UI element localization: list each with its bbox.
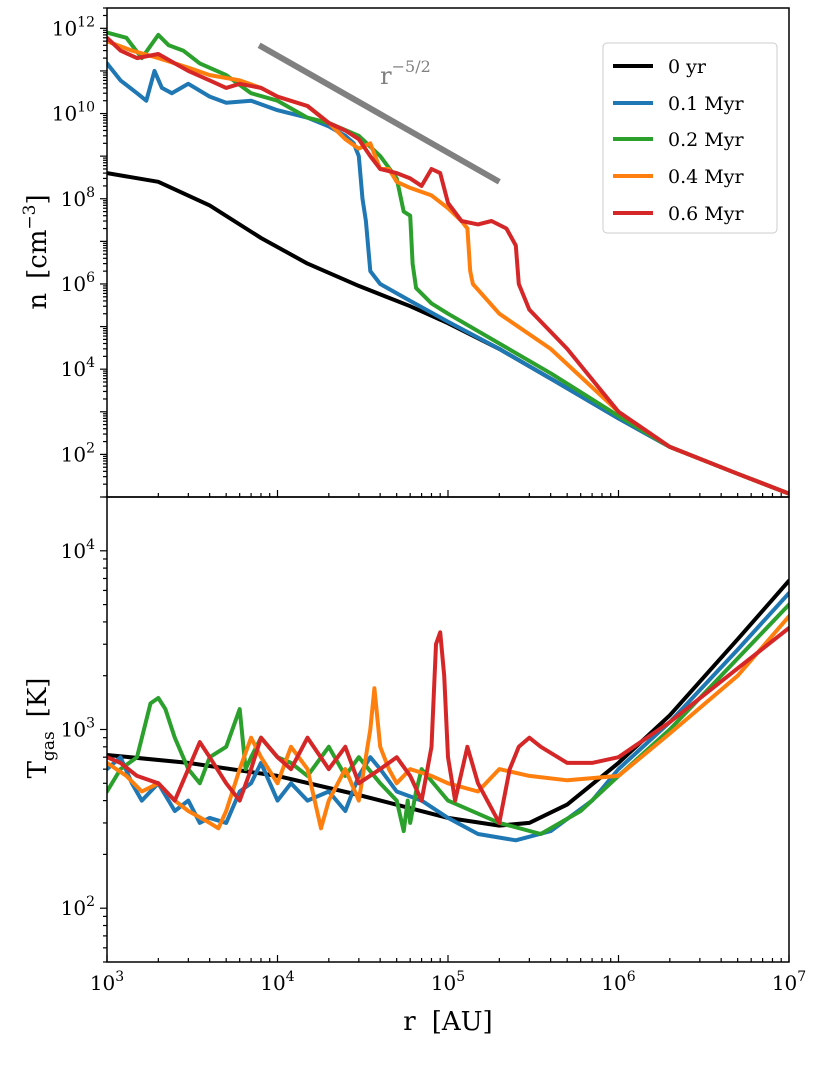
top-series-group — [107, 30, 789, 496]
bottom-series-group — [107, 578, 789, 843]
bottom-y-axis-ticks: 102 103 104 — [61, 496, 107, 963]
legend-entry: 0.6 Myr — [613, 203, 744, 225]
legend-entry: 0.4 Myr — [613, 166, 744, 188]
legend-label-0-4-myr: 0.4 Myr — [668, 166, 744, 188]
legend-label-0-yr: 0 yr — [668, 56, 707, 78]
x-tick-label: 107 — [772, 969, 806, 995]
slope-annotation-label: r−5/2 — [380, 57, 431, 90]
bottom-y-axis-label: Tgas[K] — [23, 678, 59, 779]
x-tick-label: 103 — [90, 969, 124, 995]
legend-label-0-2-myr: 0.2 Myr — [668, 129, 744, 151]
top-series-line-0-1-myr — [107, 61, 789, 496]
bottom-x-axis-ticks: 103 104 105 106 107 — [90, 955, 806, 995]
x-tick-label: 106 — [601, 969, 635, 995]
legend-box — [602, 42, 778, 234]
bot-series-line-0-6-myr — [107, 626, 789, 825]
x-tick-label: 104 — [260, 969, 294, 995]
bot-y-tick-label: 104 — [61, 537, 95, 563]
top-panel: r−5/2 102 104 106 108 1010 1012 n[cm−3] 0 yr … — [20, 7, 790, 498]
legend: 0 yr 0.1 Myr 0.2 Myr 0.4 Myr 0.6 Myr — [602, 42, 778, 234]
bot-series-line-0-yr — [107, 578, 789, 828]
bottom-panel: 102 103 104 103 104 105 106 107 Tgas[K] r [AU] — [23, 496, 806, 1037]
top-y-tick-label: 1010 — [52, 100, 95, 126]
top-y-axis-label: n[cm−3] — [20, 194, 53, 309]
top-y-tick-label: 1012 — [52, 14, 95, 40]
slope-reference-line — [257, 42, 501, 185]
slope-annotation: r−5/2 — [257, 42, 501, 185]
bot-y-tick-label: 103 — [61, 716, 95, 742]
top-y-tick-label: 104 — [61, 355, 95, 381]
legend-entry: 0.1 Myr — [613, 93, 744, 115]
legend-label-0-6-myr: 0.6 Myr — [668, 203, 744, 225]
top-y-axis-ticks: 102 104 106 108 1010 1012 — [52, 7, 107, 498]
bot-y-tick-label: 102 — [61, 894, 95, 920]
top-y-tick-label: 108 — [61, 185, 95, 211]
top-y-tick-label: 106 — [61, 270, 95, 296]
x-axis-label: r [AU] — [403, 1007, 492, 1037]
top-y-tick-label: 102 — [61, 440, 95, 466]
legend-entry: 0 yr — [613, 56, 707, 78]
top-series-line-0-6-myr — [107, 35, 789, 496]
bot-series-line-0-2-myr — [107, 602, 789, 836]
top-series-line-0-2-myr — [107, 30, 789, 496]
x-tick-label: 105 — [431, 969, 465, 995]
legend-label-0-1-myr: 0.1 Myr — [668, 93, 744, 115]
legend-entry: 0.2 Myr — [613, 129, 744, 151]
top-series-line-0-4-myr — [107, 39, 789, 496]
